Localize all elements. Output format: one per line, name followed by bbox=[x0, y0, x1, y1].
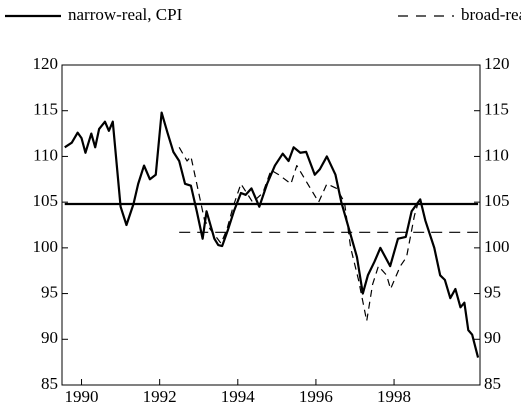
y2-tick-label: 85 bbox=[484, 374, 501, 393]
y-tick-label: 110 bbox=[33, 145, 58, 164]
y2-tick-label: 120 bbox=[484, 54, 510, 73]
y2-tick-label: 105 bbox=[484, 191, 510, 210]
y-tick-label: 90 bbox=[41, 328, 58, 347]
legend-label: broad-real, CPI bbox=[461, 5, 521, 24]
plot-frame bbox=[61, 64, 481, 386]
y2-tick-label: 95 bbox=[484, 282, 501, 301]
y-tick-label: 105 bbox=[33, 191, 59, 210]
x-tick-label: 1994 bbox=[221, 387, 256, 406]
y2-tick-label: 90 bbox=[484, 328, 501, 347]
y2-tick-label: 115 bbox=[484, 100, 509, 119]
y2-tick-label: 110 bbox=[484, 145, 509, 164]
x-tick-label: 1996 bbox=[299, 387, 333, 406]
x-tick-label: 1998 bbox=[377, 387, 411, 406]
y2-tick-label: 100 bbox=[484, 237, 510, 256]
x-tick-label: 1990 bbox=[65, 387, 99, 406]
y-tick-label: 115 bbox=[33, 100, 58, 119]
y-tick-label: 95 bbox=[41, 282, 58, 301]
y-tick-label: 100 bbox=[33, 237, 59, 256]
y-tick-label: 85 bbox=[41, 374, 58, 393]
series-line bbox=[178, 146, 419, 322]
y-tick-label: 120 bbox=[33, 54, 59, 73]
x-tick-label: 1992 bbox=[143, 387, 177, 406]
series-line bbox=[64, 111, 480, 358]
legend-label: narrow-real, CPI bbox=[68, 5, 183, 24]
